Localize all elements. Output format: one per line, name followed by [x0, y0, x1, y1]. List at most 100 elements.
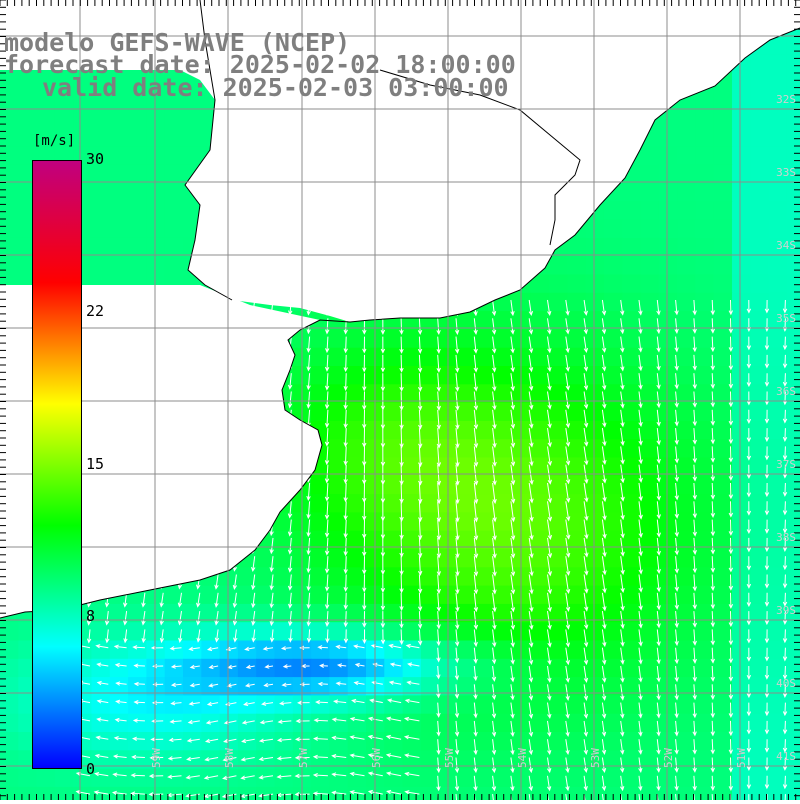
- wind-arrow: [782, 592, 788, 607]
- wind-arrow: [251, 574, 256, 591]
- wind-arrow: [306, 574, 311, 592]
- field-cell: [622, 768, 642, 788]
- wind-arrow: [233, 629, 238, 643]
- field-cell: [475, 420, 495, 440]
- field-cell: [695, 732, 715, 751]
- field-cell: [603, 713, 623, 733]
- field-cell: [768, 786, 788, 804]
- wind-arrow: [746, 446, 752, 461]
- field-cell: [384, 402, 404, 422]
- wind-arrow: [510, 409, 516, 430]
- wind-arrow: [436, 574, 441, 595]
- field-cell: [622, 658, 642, 678]
- field-cell: [585, 695, 605, 715]
- wind-arrow: [287, 537, 293, 555]
- field-cell: [109, 732, 129, 751]
- wind-arrow: [638, 556, 643, 575]
- wind-arrow: [491, 757, 497, 774]
- field-cell: [786, 183, 800, 202]
- wind-arrow: [269, 537, 274, 555]
- field-cell: [237, 768, 257, 788]
- field-cell: [109, 91, 129, 111]
- field-cell: [713, 237, 733, 257]
- field-cell: [622, 219, 642, 239]
- wind-arrow: [782, 629, 788, 644]
- wind-arrow: [113, 736, 127, 741]
- wind-arrow: [692, 702, 697, 719]
- field-cell: [768, 494, 788, 513]
- wind-arrow: [620, 739, 625, 755]
- field-cell: [750, 439, 770, 459]
- wind-arrow: [492, 592, 497, 613]
- wind-arrow: [528, 446, 534, 467]
- field-cell: [347, 713, 367, 733]
- field-cell: [640, 677, 660, 696]
- field-cell: [549, 256, 568, 276]
- wind-arrow: [112, 754, 127, 759]
- field-cell: [256, 768, 276, 788]
- field-cell: [585, 750, 605, 770]
- wind-arrow: [399, 428, 404, 449]
- wind-arrow: [343, 501, 348, 521]
- field-cell: [530, 585, 550, 605]
- field-cell: [567, 256, 587, 276]
- field-cell: [530, 366, 550, 385]
- wind-arrow: [656, 775, 661, 792]
- field-cell: [347, 567, 367, 587]
- field-cell: [109, 658, 129, 678]
- field-cell: [439, 640, 459, 660]
- wind-arrow: [159, 629, 165, 644]
- field-cell: [91, 256, 111, 276]
- field-cell: [768, 54, 788, 74]
- wind-arrow: [601, 428, 607, 447]
- wind-arrow: [336, 663, 347, 668]
- field-cell: [164, 750, 184, 770]
- wind-arrow: [399, 574, 404, 594]
- field-cell: [530, 677, 550, 696]
- wind-arrow: [473, 684, 478, 700]
- field-cell: [603, 256, 623, 276]
- field-cell: [768, 567, 788, 587]
- wind-arrow: [547, 647, 552, 666]
- field-cell: [530, 384, 550, 404]
- wind-arrow: [638, 647, 643, 665]
- field-cell: [146, 585, 166, 605]
- field-cell: [585, 732, 605, 751]
- wind-arrow: [324, 519, 330, 538]
- wind-arrow: [262, 646, 274, 651]
- wind-arrow: [638, 464, 643, 483]
- wind-arrow: [565, 665, 570, 683]
- field-cell: [567, 750, 587, 770]
- wind-arrow: [492, 519, 497, 541]
- field-cell: [530, 567, 550, 587]
- field-cell: [439, 347, 459, 367]
- wind-arrow: [710, 482, 716, 500]
- field-cell: [677, 384, 696, 404]
- field-cell: [91, 201, 111, 221]
- wind-arrow: [692, 464, 697, 482]
- field-cell: [201, 603, 221, 623]
- wind-arrow: [565, 409, 571, 429]
- field-cell: [347, 366, 367, 385]
- wind-arrow: [404, 753, 420, 758]
- field-cell: [603, 640, 623, 660]
- wind-arrow: [528, 391, 534, 410]
- field-cell: [640, 567, 660, 587]
- field-cell: [768, 695, 788, 715]
- wind-arrow: [399, 336, 404, 354]
- wind-arrow: [710, 537, 716, 555]
- field-cell: [732, 475, 751, 495]
- wind-arrow: [208, 683, 219, 688]
- field-cell: [439, 750, 459, 770]
- field-cell: [439, 622, 459, 642]
- field-cell: [713, 311, 733, 330]
- wind-arrow: [380, 611, 386, 629]
- wind-arrow: [638, 354, 643, 372]
- field-cell: [183, 603, 202, 623]
- wind-arrow: [277, 719, 292, 724]
- wind-arrow: [764, 354, 770, 369]
- field-cell: [237, 713, 257, 733]
- field-cell: [347, 585, 367, 605]
- field-cell: [640, 640, 660, 660]
- field-cell: [164, 622, 184, 642]
